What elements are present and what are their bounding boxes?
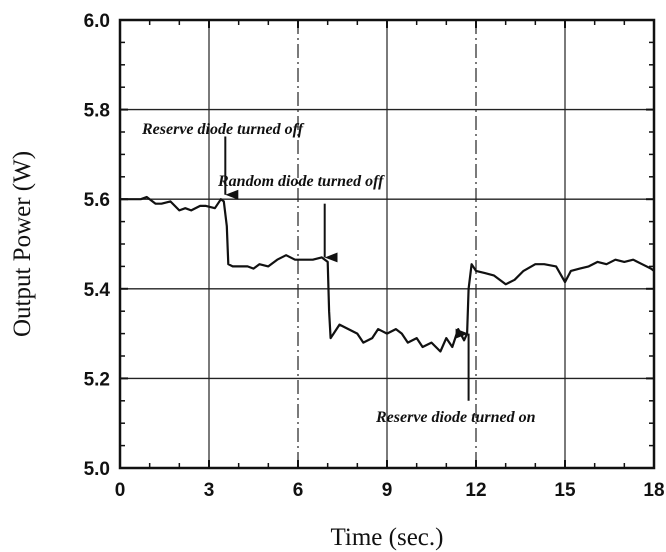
x-axis-title: Time (sec.) <box>331 524 444 551</box>
annotation-label: Reserve diode turned on <box>375 409 536 426</box>
annotation-label: Random diode turned off <box>217 173 385 190</box>
y-tick-label: 5.6 <box>84 190 110 211</box>
annotations: Reserve diode turned off Random diode tur… <box>141 121 536 426</box>
x-tick-label: 6 <box>293 480 304 501</box>
x-tick-label: 9 <box>382 480 393 501</box>
y-tick-label: 5.0 <box>84 459 110 480</box>
data-line-series <box>120 195 655 353</box>
y-tick-label: 5.8 <box>84 101 110 122</box>
x-tick-label: 15 <box>554 480 576 501</box>
x-tick-label: 18 <box>643 480 664 501</box>
y-tick-label: 6.0 <box>84 11 110 32</box>
y-tick-label: 5.2 <box>84 369 110 390</box>
annotation-label: Reserve diode turned off <box>141 121 305 138</box>
x-tick-label: 12 <box>465 480 486 501</box>
y-tick-labels: 5.0 5.2 5.4 5.6 5.8 6.0 <box>84 11 111 480</box>
grid <box>120 20 654 468</box>
x-tick-label: 3 <box>204 480 215 501</box>
x-tick-label: 0 <box>115 480 126 501</box>
x-tick-labels: 0 3 6 9 12 15 18 <box>115 480 665 501</box>
y-tick-label: 5.4 <box>84 280 111 301</box>
tick-marks <box>119 19 655 469</box>
y-axis-title: Output Power (W) <box>9 151 36 337</box>
